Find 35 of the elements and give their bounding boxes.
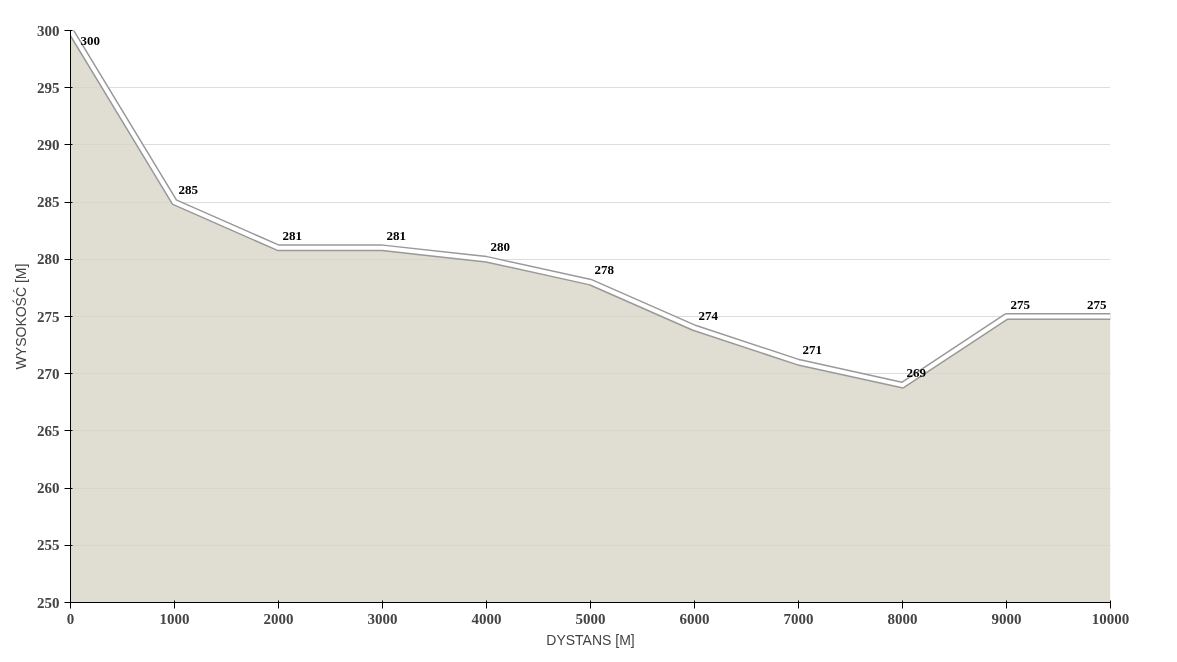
data-label: 281 (282, 227, 302, 243)
data-label: 269 (906, 365, 927, 381)
x-tick-label: 10000 (1091, 610, 1130, 627)
y-tick-label: 300 (37, 22, 60, 39)
y-axis-title: WYSOKOŚĆ [M] (12, 263, 29, 370)
data-label: 285 (178, 182, 199, 198)
data-label: 300 (80, 32, 100, 48)
data-label: 275 (1087, 296, 1107, 312)
x-axis-title: DYSTANS [M] (546, 631, 635, 648)
data-label: 278 (594, 262, 615, 278)
y-tick-label: 250 (37, 594, 60, 611)
y-tick-label: 290 (37, 136, 60, 153)
data-label: 275 (1010, 296, 1031, 312)
y-tick-label: 295 (37, 79, 60, 96)
x-tick-label: 5000 (575, 610, 606, 627)
y-tick-label: 275 (37, 308, 60, 325)
x-tick-label: 6000 (679, 610, 710, 627)
data-label: 274 (698, 307, 719, 323)
data-label: 280 (490, 239, 510, 255)
y-tick-label: 285 (37, 194, 60, 211)
x-tick-label: 3000 (367, 610, 398, 627)
x-tick-label: 2000 (263, 610, 294, 627)
y-tick-label: 255 (37, 537, 60, 554)
x-tick-label: 4000 (471, 610, 502, 627)
data-label: 281 (386, 227, 406, 243)
x-tick-label: 1000 (159, 610, 190, 627)
y-tick-label: 265 (37, 422, 60, 439)
x-tick-label: 9000 (991, 610, 1022, 627)
y-tick-label: 260 (37, 480, 60, 497)
y-tick-label: 280 (37, 251, 60, 268)
x-tick-label: 0 (66, 610, 75, 627)
data-label: 271 (802, 342, 822, 358)
x-tick-label: 7000 (783, 610, 814, 627)
x-tick-label: 8000 (887, 610, 918, 627)
y-tick-label: 270 (37, 365, 60, 382)
